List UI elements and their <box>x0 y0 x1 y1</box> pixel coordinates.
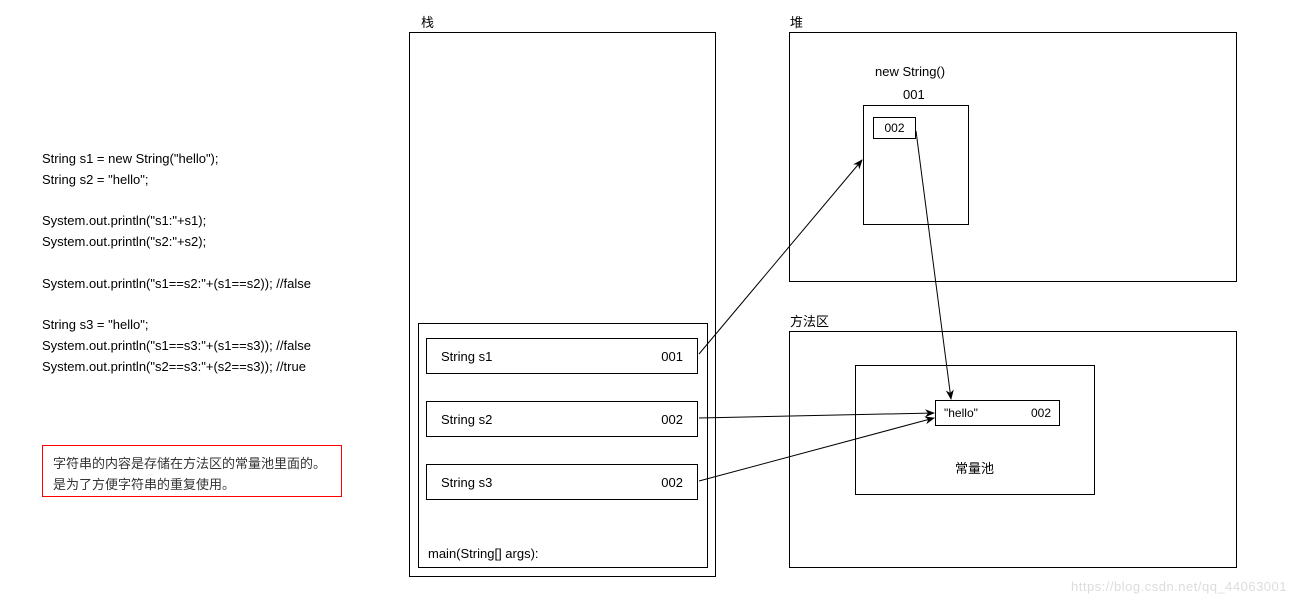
watermark: https://blog.csdn.net/qq_44063001 <box>1071 579 1287 594</box>
stack-var-value: 002 <box>661 475 683 490</box>
stack-var-name: String s3 <box>441 475 492 490</box>
stack-var-name: String s1 <box>441 349 492 364</box>
heap-object-label: new String() <box>875 64 945 79</box>
note-line-1: 字符串的内容是存储在方法区的常量池里面的。 <box>53 454 331 475</box>
note-box: 字符串的内容是存储在方法区的常量池里面的。 是为了方便字符串的重复使用。 <box>42 445 342 497</box>
stack-var-name: String s2 <box>441 412 492 427</box>
method-area-title: 方法区 <box>790 311 829 330</box>
pool-entry-addr: 002 <box>1031 406 1051 420</box>
pool-entry-text: "hello" <box>944 406 978 420</box>
note-line-2: 是为了方便字符串的重复使用。 <box>53 475 331 496</box>
stack-frame-label: main(String[] args): <box>428 546 539 561</box>
code-block: String s1 = new String("hello"); String … <box>42 149 311 378</box>
stack-var-s1: String s1 001 <box>426 338 698 374</box>
stack-var-s3: String s3 002 <box>426 464 698 500</box>
heap-object-field-box: 002 <box>873 117 916 139</box>
heap-region <box>789 32 1237 282</box>
stack-var-value: 001 <box>661 349 683 364</box>
stack-title: 栈 <box>421 12 434 31</box>
constant-pool-label: 常量池 <box>955 458 994 477</box>
heap-title: 堆 <box>790 12 803 31</box>
constant-pool-entry: "hello" 002 <box>935 400 1060 426</box>
stack-var-value: 002 <box>661 412 683 427</box>
heap-object-addr: 001 <box>903 87 925 102</box>
heap-object-field-text: 002 <box>884 121 904 135</box>
stack-var-s2: String s2 002 <box>426 401 698 437</box>
